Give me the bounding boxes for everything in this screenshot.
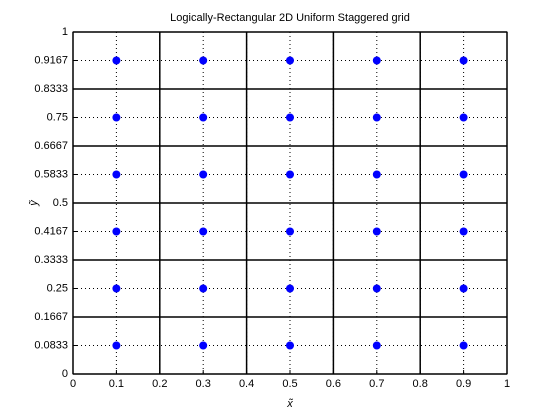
point xyxy=(199,227,208,236)
point xyxy=(372,113,381,122)
point xyxy=(112,113,121,122)
x-tick-label: 0.8 xyxy=(413,378,428,390)
point xyxy=(286,56,294,65)
point xyxy=(459,113,468,122)
y-tick-label: 0 xyxy=(62,368,68,380)
x-tick-label: 0.5 xyxy=(282,378,297,390)
chart-title: Logically-Rectangular 2D Uniform Stagger… xyxy=(170,12,410,24)
y-tick-label: 0.6667 xyxy=(34,140,68,152)
y-tick-label: 0.5 xyxy=(53,197,68,209)
y-tick-label: 0.5833 xyxy=(34,168,68,180)
point xyxy=(459,341,468,350)
point xyxy=(112,284,121,293)
y-tick-label: 0.1667 xyxy=(34,311,68,323)
point xyxy=(112,56,121,65)
point xyxy=(459,170,468,179)
y-tick-label: 0.4167 xyxy=(34,225,68,237)
y-tick-label: 0.3333 xyxy=(34,254,68,266)
point xyxy=(286,341,294,350)
x-tick-label: 1 xyxy=(504,378,510,390)
point xyxy=(286,284,294,293)
y-tick-label: 0.0833 xyxy=(34,339,68,351)
x-tick-label: 0.3 xyxy=(196,378,211,390)
point xyxy=(459,227,468,236)
x-tick-label: 0 xyxy=(70,378,76,390)
point xyxy=(199,284,208,293)
point xyxy=(199,341,208,350)
y-tick-label: 0.25 xyxy=(47,282,68,294)
x-tick-label: 0.7 xyxy=(369,378,384,390)
point xyxy=(286,170,294,179)
point xyxy=(372,56,381,65)
point xyxy=(112,170,121,179)
point xyxy=(372,227,381,236)
y-axis-label: ỹ xyxy=(28,199,40,207)
y-tick-label: 0.9167 xyxy=(34,54,68,66)
y-tick-label: 1 xyxy=(62,26,68,38)
x-tick-label: 0.2 xyxy=(152,378,167,390)
point xyxy=(112,341,121,350)
point xyxy=(286,113,294,122)
point xyxy=(286,227,294,236)
x-tick-label: 0.1 xyxy=(109,378,124,390)
point xyxy=(372,341,381,350)
x-axis-label: x̃ xyxy=(286,398,293,410)
point xyxy=(459,56,468,65)
point xyxy=(459,284,468,293)
x-tick-label: 0.4 xyxy=(239,378,254,390)
y-tick-label: 0.8333 xyxy=(34,83,68,95)
x-tick-label: 0.9 xyxy=(456,378,471,390)
point xyxy=(199,170,208,179)
point xyxy=(372,170,381,179)
plot-frame xyxy=(72,31,508,375)
y-tick-label: 0.75 xyxy=(47,111,68,123)
point xyxy=(112,227,121,236)
point xyxy=(372,284,381,293)
point xyxy=(199,56,208,65)
point xyxy=(199,113,208,122)
x-tick-label: 0.6 xyxy=(326,378,341,390)
